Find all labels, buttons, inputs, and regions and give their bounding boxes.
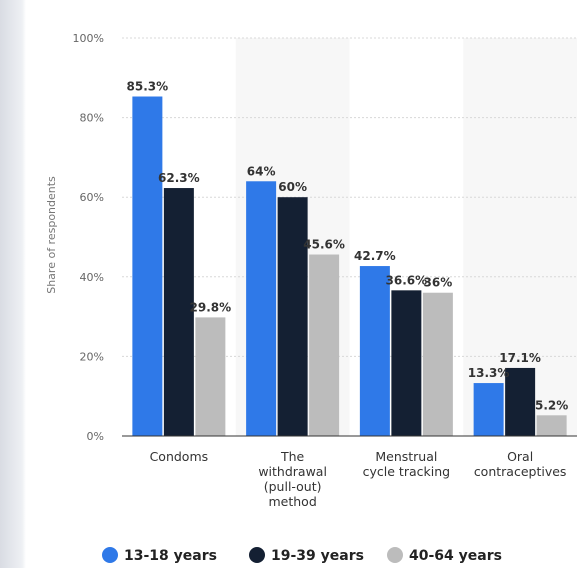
bars xyxy=(132,96,567,437)
bar xyxy=(359,266,390,436)
data-label: 85.3% xyxy=(127,80,169,94)
category-label: Menstrual cycle tracking xyxy=(363,449,450,479)
category-label-line: method xyxy=(268,494,316,509)
data-label: 29.8% xyxy=(190,300,232,314)
y-tick-label: 60% xyxy=(80,191,104,204)
bar xyxy=(163,188,194,436)
y-tick-label: 0% xyxy=(87,430,104,443)
y-tick-label: 40% xyxy=(80,271,104,284)
category-label: The withdrawal (pull-out) method xyxy=(258,449,327,509)
bar xyxy=(473,383,504,436)
category-label-line: The xyxy=(280,449,305,464)
y-tick-label: 100% xyxy=(73,32,104,45)
x-axis-categories: Condoms The withdrawal (pull-out) method Mens… xyxy=(150,449,567,509)
bar xyxy=(505,367,536,436)
category-label-line: cycle tracking xyxy=(363,464,450,479)
category-label: Oral contraceptives xyxy=(474,449,567,479)
bar xyxy=(246,181,277,436)
data-label: 17.1% xyxy=(499,351,541,365)
category-label-line: Oral xyxy=(507,449,533,464)
legend-label: 40-64 years xyxy=(409,548,502,564)
data-label: 13.3% xyxy=(468,366,510,380)
y-tick-label: 20% xyxy=(80,350,104,363)
data-label: 60% xyxy=(278,180,307,194)
data-label: 45.6% xyxy=(303,238,345,252)
legend-marker xyxy=(249,547,265,563)
bar xyxy=(309,254,340,436)
data-label: 64% xyxy=(247,164,276,178)
bar xyxy=(195,317,226,436)
legend-marker xyxy=(102,547,118,563)
category-label-line: withdrawal xyxy=(258,464,327,479)
data-label: 36.6% xyxy=(386,273,428,287)
legend-marker xyxy=(387,547,403,563)
data-label: 42.7% xyxy=(354,249,396,263)
y-axis-title: Share of respondents xyxy=(45,176,58,294)
y-axis-ticks: 0% 20% 40% 60% 80% 100% xyxy=(73,32,104,443)
legend-label: 13-18 years xyxy=(124,548,217,564)
bar xyxy=(277,197,308,436)
bar xyxy=(132,96,163,437)
category-label-line: Condoms xyxy=(150,449,209,464)
category-label-line: contraceptives xyxy=(474,464,567,479)
category-label-line: Menstrual xyxy=(375,449,437,464)
bar xyxy=(391,290,422,436)
legend: 13-18 years 19-39 years 40-64 years xyxy=(102,547,502,564)
data-label: 36% xyxy=(424,276,453,290)
data-label: 62.3% xyxy=(158,171,200,185)
bar xyxy=(422,292,453,436)
data-label: 5.2% xyxy=(535,398,568,412)
bar xyxy=(536,415,567,436)
legend-label: 19-39 years xyxy=(271,548,364,564)
category-label: Condoms xyxy=(150,449,209,464)
y-tick-label: 80% xyxy=(80,112,104,125)
data-labels: 85.3% 62.3% 29.8% 64%60% 45.6% 42.7% 36.6%36% 1… xyxy=(127,80,569,413)
category-label-line: (pull-out) xyxy=(264,479,322,494)
